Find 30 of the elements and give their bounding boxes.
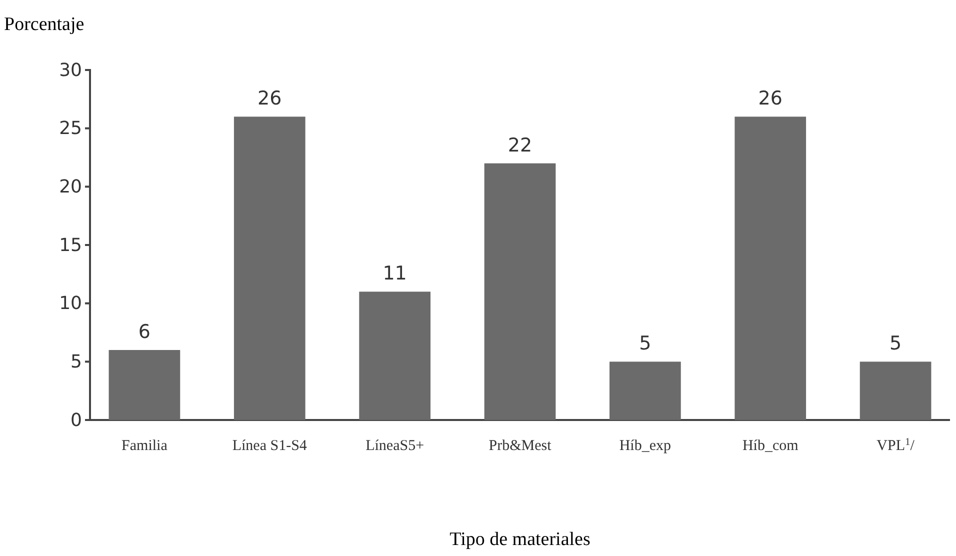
data-label: 5 [890,332,902,355]
y-tick-label: 30 [59,60,82,81]
data-label: 6 [138,321,150,343]
bar [734,116,806,420]
y-axis-title: Porcentaje [4,14,84,35]
y-tick-label: 25 [59,118,82,140]
data-label: 22 [508,134,532,156]
data-label: 11 [382,262,407,285]
x-tick-label: Línea S1-S4 [232,438,308,454]
x-tick-label: Híb_com [742,438,799,454]
x-tick-label: Prb&Mest [488,438,552,454]
x-tick-label: Familia [122,438,168,454]
bar [108,350,180,420]
y-tick-label: 10 [59,293,82,314]
x-tick-label: VPL$^{1}$/ [876,436,916,454]
bar [860,362,932,420]
y-tick-label: 20 [59,176,82,198]
y-tick-label: 5 [70,351,82,372]
data-label: 26 [758,88,782,110]
bar [359,292,430,420]
x-axis-title: Tipo de materiales [450,529,590,550]
bar [610,362,681,420]
data-label: 5 [639,332,652,355]
data-label: 26 [258,88,282,110]
y-tick-label: 0 [70,410,82,431]
bar [234,116,306,420]
x-tick-label: LíneaS5+ [366,438,424,454]
bar [484,163,556,420]
y-tick-label: 15 [59,234,82,256]
x-tick-label: Híb_exp [619,438,672,454]
